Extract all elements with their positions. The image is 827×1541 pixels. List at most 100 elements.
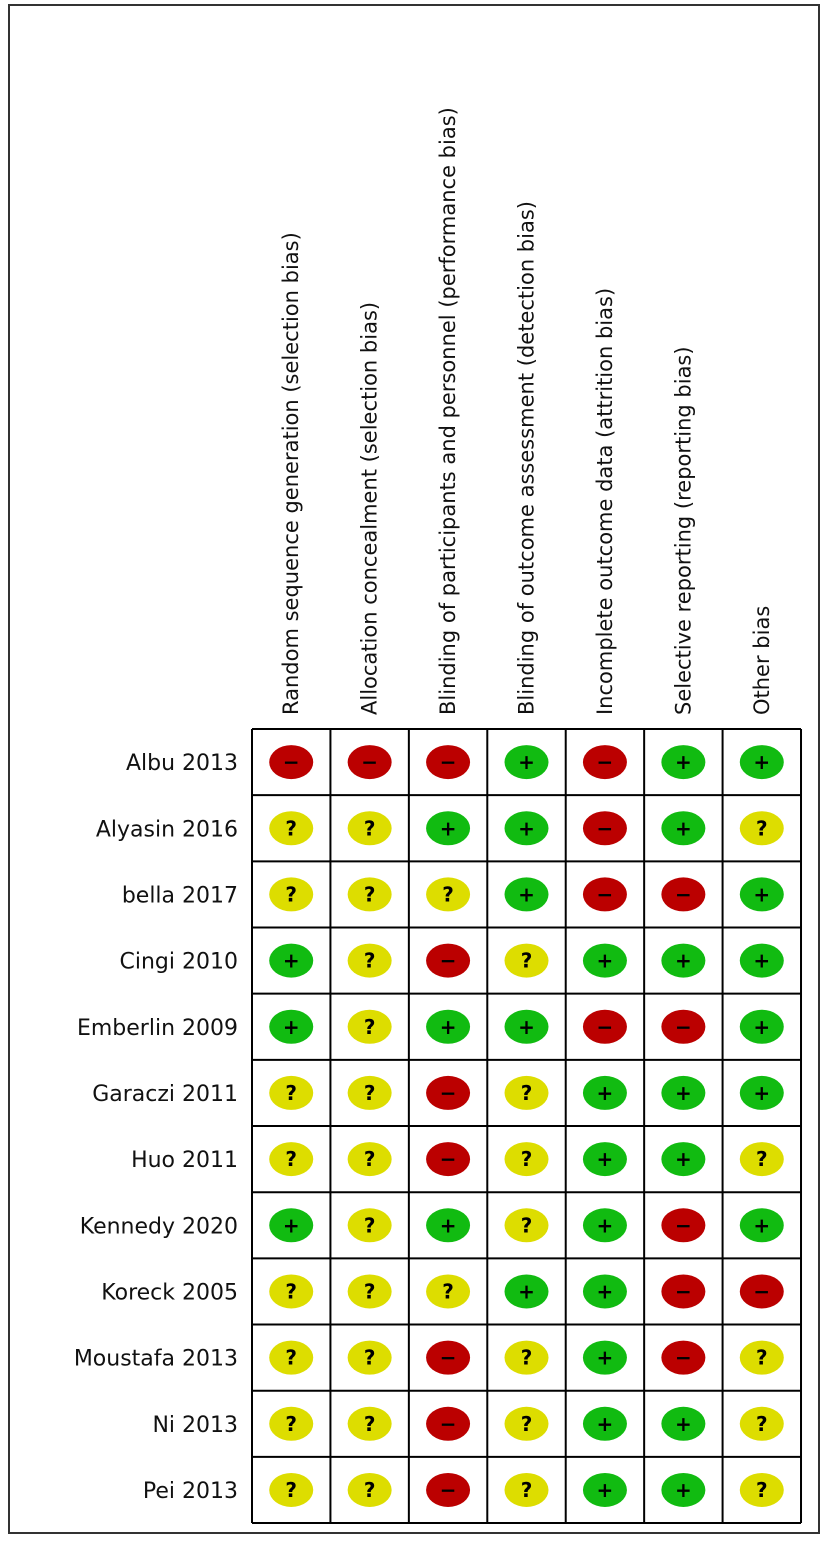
rating-low-mark: + [661, 811, 706, 846]
rating-circle [582, 1340, 627, 1375]
rating-symbol: ? [756, 1346, 768, 1370]
rating-symbol: ? [521, 1081, 533, 1105]
rating-symbol: + [753, 750, 770, 774]
rating-low-mark: + [504, 745, 549, 780]
rating-symbol: + [753, 1015, 770, 1039]
rating-circle [582, 1142, 627, 1177]
rating-unclear-mark: ? [269, 1406, 314, 1441]
rating-symbol: − [597, 816, 614, 840]
rating-symbol: ? [285, 1478, 297, 1502]
rating-circle [347, 1208, 392, 1243]
rating-circle [269, 1406, 314, 1441]
rating-symbol: − [440, 1147, 457, 1171]
rating-symbol: ? [364, 1279, 376, 1303]
rating-circle [582, 811, 627, 846]
rating-symbol: + [440, 1015, 457, 1039]
rating-unclear-mark: ? [269, 1472, 314, 1507]
rating-circle [739, 1208, 784, 1243]
rating-circle [426, 1406, 471, 1441]
rating-circle [426, 877, 471, 912]
rating-low-mark: + [582, 1472, 627, 1507]
rating-circle [661, 1208, 706, 1243]
rating-low-mark: + [582, 1274, 627, 1309]
rating-symbol: ? [364, 1015, 376, 1039]
rating-unclear-mark: ? [347, 1340, 392, 1375]
rating-symbol: − [597, 1015, 614, 1039]
rating-circle [504, 745, 549, 780]
rating-symbol: − [440, 1478, 457, 1502]
rating-symbol: − [597, 750, 614, 774]
rating-low-mark: + [739, 1009, 784, 1044]
rating-high-mark: − [426, 1472, 471, 1507]
rating-circle [269, 1472, 314, 1507]
rating-circle [269, 1274, 314, 1309]
rating-symbol: ? [364, 1213, 376, 1237]
domain-header: Random sequence generation (selection bi… [279, 232, 303, 715]
rating-symbol: ? [285, 1412, 297, 1436]
rating-unclear-mark: ? [347, 1472, 392, 1507]
rating-high-mark: − [661, 1340, 706, 1375]
study-label: Koreck 2005 [101, 1280, 238, 1305]
rating-circle [347, 1009, 392, 1044]
rating-symbol: ? [285, 1346, 297, 1370]
domain-header: Selective reporting (reporting bias) [671, 346, 695, 715]
rating-circle [347, 1406, 392, 1441]
study-label: Kennedy 2020 [80, 1214, 238, 1239]
rating-unclear-mark: ? [426, 877, 471, 912]
rating-circle [661, 811, 706, 846]
rating-symbol: + [597, 1412, 614, 1436]
rating-symbol: ? [364, 1478, 376, 1502]
rating-circle [347, 811, 392, 846]
rating-circle [347, 1075, 392, 1110]
rating-high-mark: − [426, 1406, 471, 1441]
rating-symbol: + [675, 1412, 692, 1436]
rating-low-mark: + [739, 1075, 784, 1110]
rating-low-mark: + [582, 1208, 627, 1243]
rating-circle [661, 1075, 706, 1110]
rating-low-mark: + [661, 1075, 706, 1110]
rating-symbol: − [597, 882, 614, 906]
rating-symbol: ? [756, 1412, 768, 1436]
rating-circle [269, 1340, 314, 1375]
rating-circle [504, 1340, 549, 1375]
rating-low-mark: + [504, 877, 549, 912]
rating-unclear-mark: ? [269, 1142, 314, 1177]
rating-unclear-mark: ? [347, 943, 392, 978]
rating-low-mark: + [426, 1208, 471, 1243]
rating-symbol: + [597, 1346, 614, 1370]
rating-symbol: ? [442, 882, 454, 906]
rating-circle [426, 745, 471, 780]
rating-circle [739, 1274, 784, 1309]
rating-circle [739, 745, 784, 780]
rating-circle [661, 1472, 706, 1507]
rating-unclear-mark: ? [347, 1208, 392, 1243]
rating-circle [269, 745, 314, 780]
rating-circle [347, 1472, 392, 1507]
rating-symbol: − [440, 1346, 457, 1370]
rating-symbol: ? [521, 1147, 533, 1171]
rating-symbol: − [675, 1279, 692, 1303]
rating-circle [739, 1472, 784, 1507]
rating-symbol: + [675, 750, 692, 774]
rating-symbol: ? [521, 1478, 533, 1502]
rating-low-mark: + [504, 811, 549, 846]
rating-symbol: ? [285, 1081, 297, 1105]
rating-circle [661, 745, 706, 780]
rating-symbol: ? [756, 1147, 768, 1171]
rating-unclear-mark: ? [504, 943, 549, 978]
rating-symbol: + [597, 949, 614, 973]
rating-circle [582, 1274, 627, 1309]
rating-circle [347, 1340, 392, 1375]
rating-symbol: + [675, 1478, 692, 1502]
rating-symbol: ? [756, 816, 768, 840]
rating-circle [582, 1406, 627, 1441]
rating-circle [504, 1142, 549, 1177]
rating-high-mark: − [661, 877, 706, 912]
rating-circle [426, 1340, 471, 1375]
rating-symbol: + [753, 949, 770, 973]
rating-circle [582, 943, 627, 978]
rating-circle [582, 1472, 627, 1507]
rating-symbol: − [753, 1279, 770, 1303]
study-label: Huo 2011 [131, 1148, 238, 1173]
rating-circle [582, 1208, 627, 1243]
